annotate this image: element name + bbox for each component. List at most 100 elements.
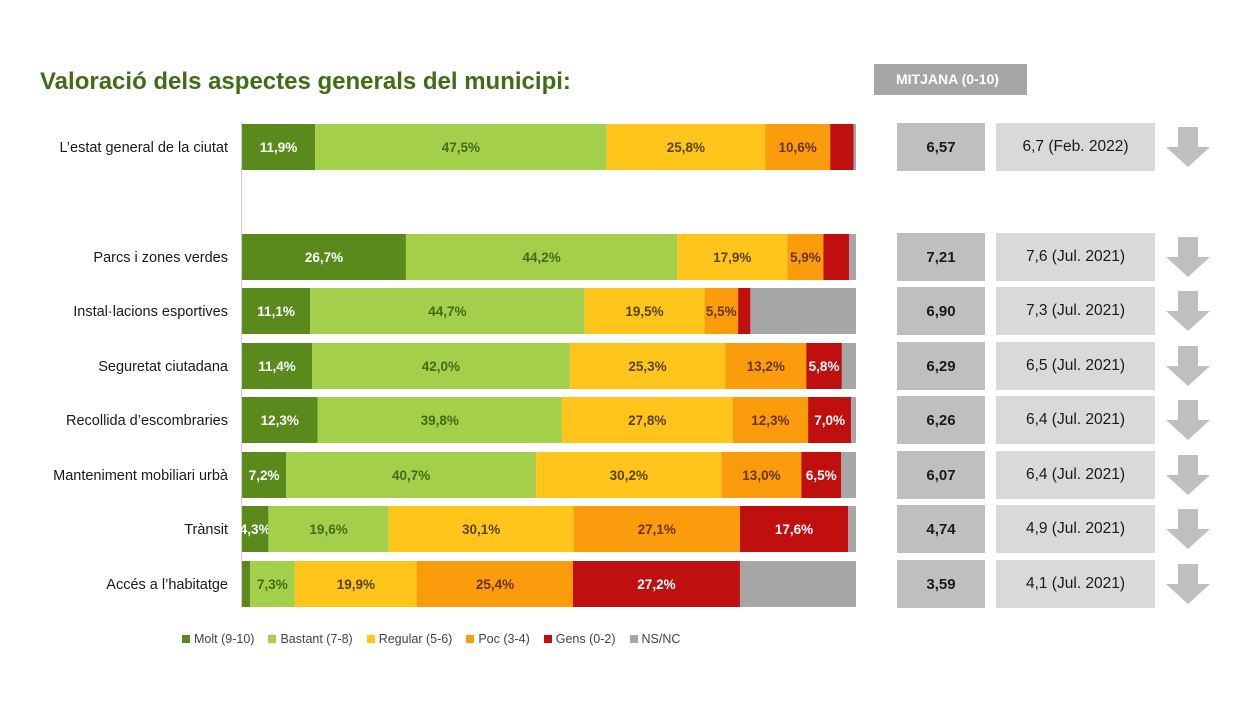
data-label: 30,2% (610, 468, 648, 483)
bar-segment-gens (830, 124, 854, 170)
data-label: 7,2% (249, 468, 280, 483)
data-label: 27,8% (628, 413, 666, 428)
bar-segment-poc (573, 506, 740, 552)
data-label: 17,6% (775, 522, 813, 537)
bar-segment-nsnc (841, 343, 856, 389)
data-label: 19,9% (337, 577, 375, 592)
legend: Molt (9-10) Bastant (7-8) Regular (5-6) Poc… (182, 632, 680, 646)
trend-down-arrow-icon (1164, 562, 1212, 610)
legend-item-poc: Poc (3-4) (466, 632, 530, 646)
category-label: L’estat general de la ciutat (60, 140, 228, 156)
data-label: 6,5% (806, 468, 837, 483)
data-label: 44,7% (428, 304, 466, 319)
chart-title: Valoració dels aspectes generals del mun… (40, 68, 571, 95)
legend-label: Molt (9-10) (194, 632, 255, 646)
category-label: Manteniment mobiliari urbà (53, 468, 229, 484)
bar-segment-regular (569, 343, 726, 389)
category-label: Recollida d’escombraries (66, 413, 228, 429)
data-label: 40,7% (392, 468, 430, 483)
bar-segment-gens (808, 397, 852, 443)
legend-item-bastant: Bastant (7-8) (268, 632, 353, 646)
bar-segment-poc (725, 343, 807, 389)
bar-segment-regular (561, 397, 733, 443)
bar-segment-nsnc (750, 288, 856, 334)
data-label: 4,3% (240, 522, 271, 537)
data-label: 42,0% (422, 359, 460, 374)
data-label: 27,2% (637, 577, 675, 592)
bar-segment-nsnc (853, 124, 856, 170)
trend-down-arrow-icon (1164, 235, 1212, 283)
mitjana-previous: 6,7 (Feb. 2022) (996, 123, 1155, 171)
legend-item-nsnc: NS/NC (629, 632, 681, 646)
trend-down-arrow-icon (1164, 398, 1212, 446)
data-label: 30,1% (462, 522, 500, 537)
data-label: 13,2% (747, 359, 785, 374)
bar-segment-bastant (268, 506, 389, 552)
legend-swatch (543, 635, 552, 643)
bar-segment-gens (572, 561, 740, 607)
bar-segment-regular (294, 561, 417, 607)
bar-segment-bastant (286, 452, 537, 498)
mitjana-previous: 4,9 (Jul. 2021) (996, 505, 1155, 553)
bar-segment-gens (739, 506, 849, 552)
bar-segment-regular (677, 234, 788, 280)
bar-segment-gens (801, 452, 842, 498)
bar-segment-gens (823, 234, 850, 280)
data-label: 11,9% (260, 140, 298, 155)
category-label: Trànsit (184, 522, 228, 538)
category-label: Parcs i zones verdes (93, 250, 228, 266)
legend-swatch (466, 635, 475, 643)
data-label: 13,0% (742, 468, 780, 483)
mitjana-header: MITJANA (0-10) (874, 64, 1027, 95)
data-label: 17,9% (713, 250, 751, 265)
bar-segment-poc (765, 124, 831, 170)
mitjana-previous: 7,6 (Jul. 2021) (996, 233, 1155, 281)
legend-item-regular: Regular (5-6) (366, 632, 453, 646)
data-label: 26,7% (305, 250, 343, 265)
bar-segment-nsnc (848, 506, 856, 552)
bar-segment-nsnc (739, 561, 856, 607)
mitjana-value: 7,21 (897, 233, 985, 281)
legend-label: Bastant (7-8) (280, 632, 353, 646)
legend-label: Gens (0-2) (555, 632, 616, 646)
trend-down-arrow-icon (1164, 507, 1212, 555)
data-label: 39,8% (421, 413, 459, 428)
legend-label: Poc (3-4) (478, 632, 530, 646)
mitjana-previous: 6,5 (Jul. 2021) (996, 342, 1155, 390)
category-label: Accés a l’habitatge (106, 577, 228, 593)
data-label: 27,1% (638, 522, 676, 537)
category-label: Seguretat ciutadana (98, 359, 229, 375)
legend-item-gens: Gens (0-2) (543, 632, 616, 646)
legend-label: Regular (5-6) (378, 632, 453, 646)
data-label: 44,2% (522, 250, 560, 265)
mitjana-previous: 6,4 (Jul. 2021) (996, 396, 1155, 444)
bar-segment-gens (806, 343, 842, 389)
bar-segment-bastant (315, 124, 607, 170)
bar-segment-bastant (310, 288, 585, 334)
data-label: 25,4% (476, 577, 514, 592)
bar-segment-poc (787, 234, 824, 280)
data-label: 5,5% (706, 304, 737, 319)
bar-segment-poc (704, 288, 739, 334)
mitjana-value: 6,07 (897, 451, 985, 499)
bar-segment-molt (242, 506, 269, 552)
mitjana-value: 6,90 (897, 287, 985, 335)
bar-segment-molt (242, 124, 316, 170)
mitjana-previous: 6,4 (Jul. 2021) (996, 451, 1155, 499)
bar-segment-bastant (249, 561, 295, 607)
data-label: 19,6% (309, 522, 347, 537)
data-label: 7,0% (814, 413, 845, 428)
mitjana-previous: 4,1 (Jul. 2021) (996, 560, 1155, 608)
bar-segment-regular (388, 506, 574, 552)
legend-label: NS/NC (641, 632, 681, 646)
bar-segment-bastant (317, 397, 562, 443)
data-label: 25,8% (667, 140, 705, 155)
bar-segment-nsnc (849, 234, 856, 280)
mitjana-value: 3,59 (897, 560, 985, 608)
bar-segment-regular (606, 124, 766, 170)
bar-segment-poc (732, 397, 809, 443)
data-label: 11,1% (257, 304, 295, 319)
data-label: 25,3% (628, 359, 666, 374)
data-label: 12,3% (261, 413, 299, 428)
